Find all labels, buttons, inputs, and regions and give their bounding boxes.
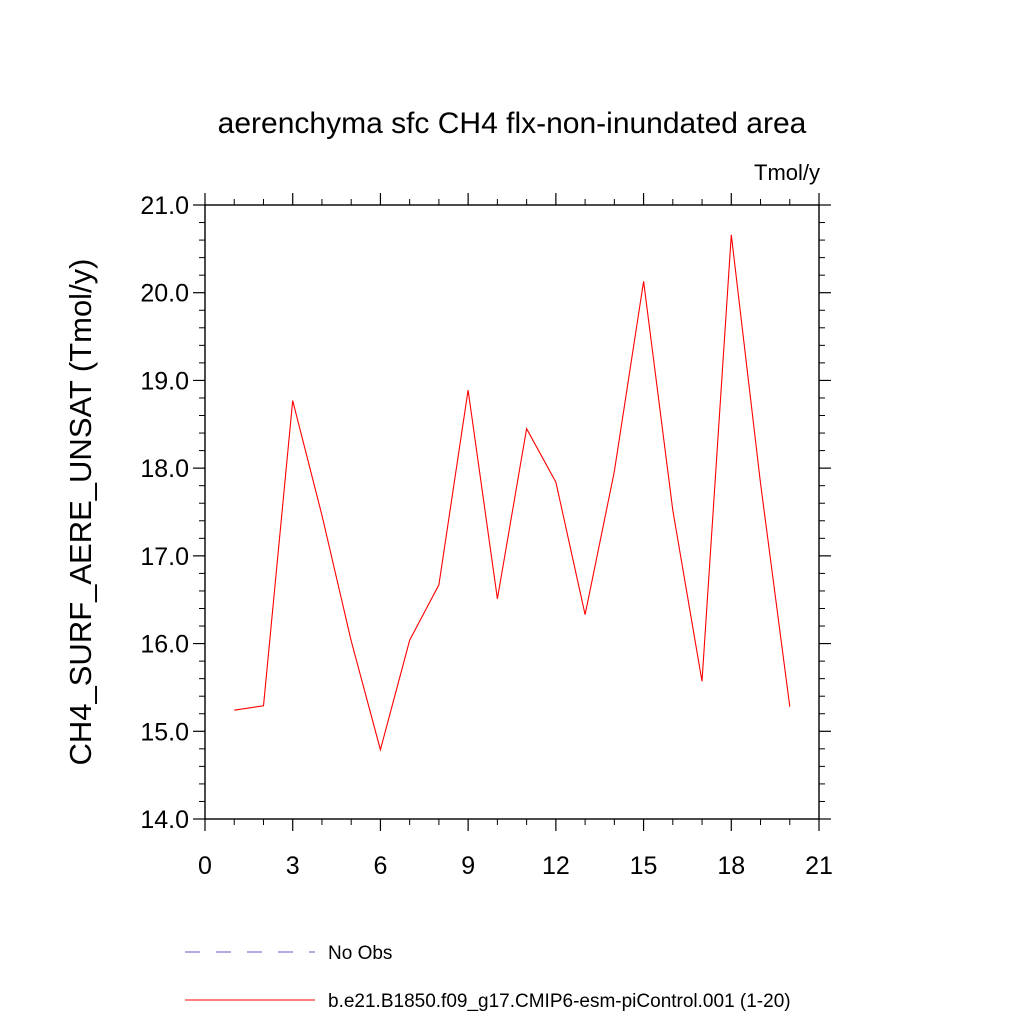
chart-title: aerenchyma sfc CH4 flx-non-inundated are… [218, 107, 807, 140]
y-tick-label: 16.0 [140, 631, 189, 659]
units-label: Tmol/y [754, 160, 820, 185]
legend: No Obs b.e21.B1850.f09_g17.CMIP6-esm-piCo… [185, 943, 791, 1012]
y-tick-label: 21.0 [140, 192, 189, 220]
series-lines [234, 234, 791, 752]
x-tick-label: 9 [461, 852, 475, 880]
y-tick-label: 17.0 [140, 543, 189, 571]
legend-label: b.e21.B1850.f09_g17.CMIP6-esm-piControl.… [328, 991, 791, 1012]
x-tick-label: 18 [717, 852, 745, 880]
x-tick-label: 6 [373, 852, 387, 880]
x-tick-label: 0 [198, 852, 212, 880]
y-axis-label: CH4_SURF_AERE_UNSAT (Tmol/y) [63, 258, 98, 765]
x-tick-label: 3 [286, 852, 300, 880]
legend-label: No Obs [328, 943, 392, 964]
axis-ticks [193, 193, 831, 831]
y-tick-label: 14.0 [140, 806, 189, 834]
y-tick-label: 18.0 [140, 455, 189, 483]
x-tick-label: 12 [542, 852, 570, 880]
x-tick-label: 21 [805, 852, 833, 880]
y-tick-label: 19.0 [140, 367, 189, 395]
series-line [234, 234, 791, 752]
tick-labels: 0 3 6 9 12 15 18 21 14.0 15.0 16.0 17.0 18.0 19.0 20.0… [140, 192, 833, 880]
plot-frame [204, 204, 820, 820]
y-tick-label: 20.0 [140, 280, 189, 308]
x-tick-label: 15 [630, 852, 658, 880]
y-tick-label: 15.0 [140, 718, 189, 746]
